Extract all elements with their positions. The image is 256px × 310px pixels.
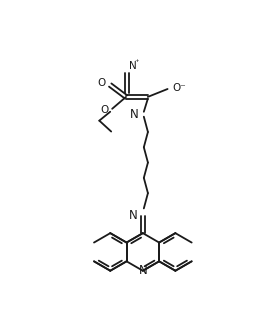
Text: N: N (129, 209, 138, 222)
Text: ⁺: ⁺ (135, 58, 140, 67)
Text: N: N (138, 264, 147, 277)
Text: N: N (130, 108, 139, 121)
Text: O⁻: O⁻ (173, 83, 186, 93)
Text: N: N (129, 61, 137, 71)
Text: O: O (97, 78, 105, 88)
Text: O: O (100, 105, 108, 115)
